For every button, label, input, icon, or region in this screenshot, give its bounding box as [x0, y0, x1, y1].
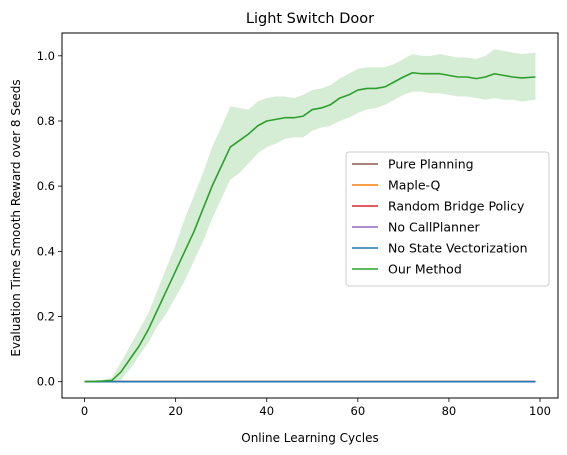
x-axis-ticks: 0 20 40 60 80 100 [81, 398, 551, 418]
y-tick-label: 0.2 [37, 310, 55, 324]
series-layer [84, 49, 536, 383]
legend-entry: Maple-Q [352, 178, 441, 193]
legend-label: Our Method [388, 262, 462, 277]
legend-label: No State Vectorization [388, 241, 528, 256]
legend-entry: Random Bridge Policy [352, 199, 525, 214]
y-tick-label: 0.0 [37, 375, 55, 389]
x-tick-label: 60 [351, 404, 366, 418]
legend-box [345, 151, 550, 287]
chart-title: Light Switch Door [246, 11, 374, 27]
y-tick-label: 0.4 [37, 244, 55, 258]
x-tick-label: 0 [81, 404, 88, 418]
y-axis-ticks: 0.0 0.2 0.4 0.6 0.8 1.0 [37, 49, 62, 389]
series-line-our-method [84, 71, 536, 383]
axes-frame [61, 32, 559, 399]
legend-label: Maple-Q [388, 178, 441, 193]
confidence-band-our-method [84, 49, 536, 382]
x-axis-label: Online Learning Cycles [241, 431, 378, 445]
legend: Pure Planning Maple-Q Random Bridge Policy… [345, 151, 550, 287]
x-tick-label: 80 [442, 404, 457, 418]
y-tick-label: 0.8 [37, 114, 55, 128]
x-tick-label: 20 [168, 404, 183, 418]
legend-entry: Our Method [352, 262, 462, 277]
legend-entry: No State Vectorization [352, 241, 528, 256]
x-tick-label: 40 [259, 404, 274, 418]
legend-label: Pure Planning [388, 157, 474, 172]
legend-label: Random Bridge Policy [388, 199, 525, 214]
y-tick-label: 1.0 [37, 49, 55, 63]
legend-entries: Pure Planning Maple-Q Random Bridge Policy… [352, 157, 528, 277]
x-tick-label: 100 [529, 404, 551, 418]
legend-entry: No CallPlanner [352, 220, 481, 235]
y-tick-label: 0.6 [37, 179, 55, 193]
legend-entry: Pure Planning [352, 157, 474, 172]
y-axis-label: Evaluation Time Smooth Reward over 8 See… [9, 79, 23, 356]
legend-label: No CallPlanner [388, 220, 481, 235]
